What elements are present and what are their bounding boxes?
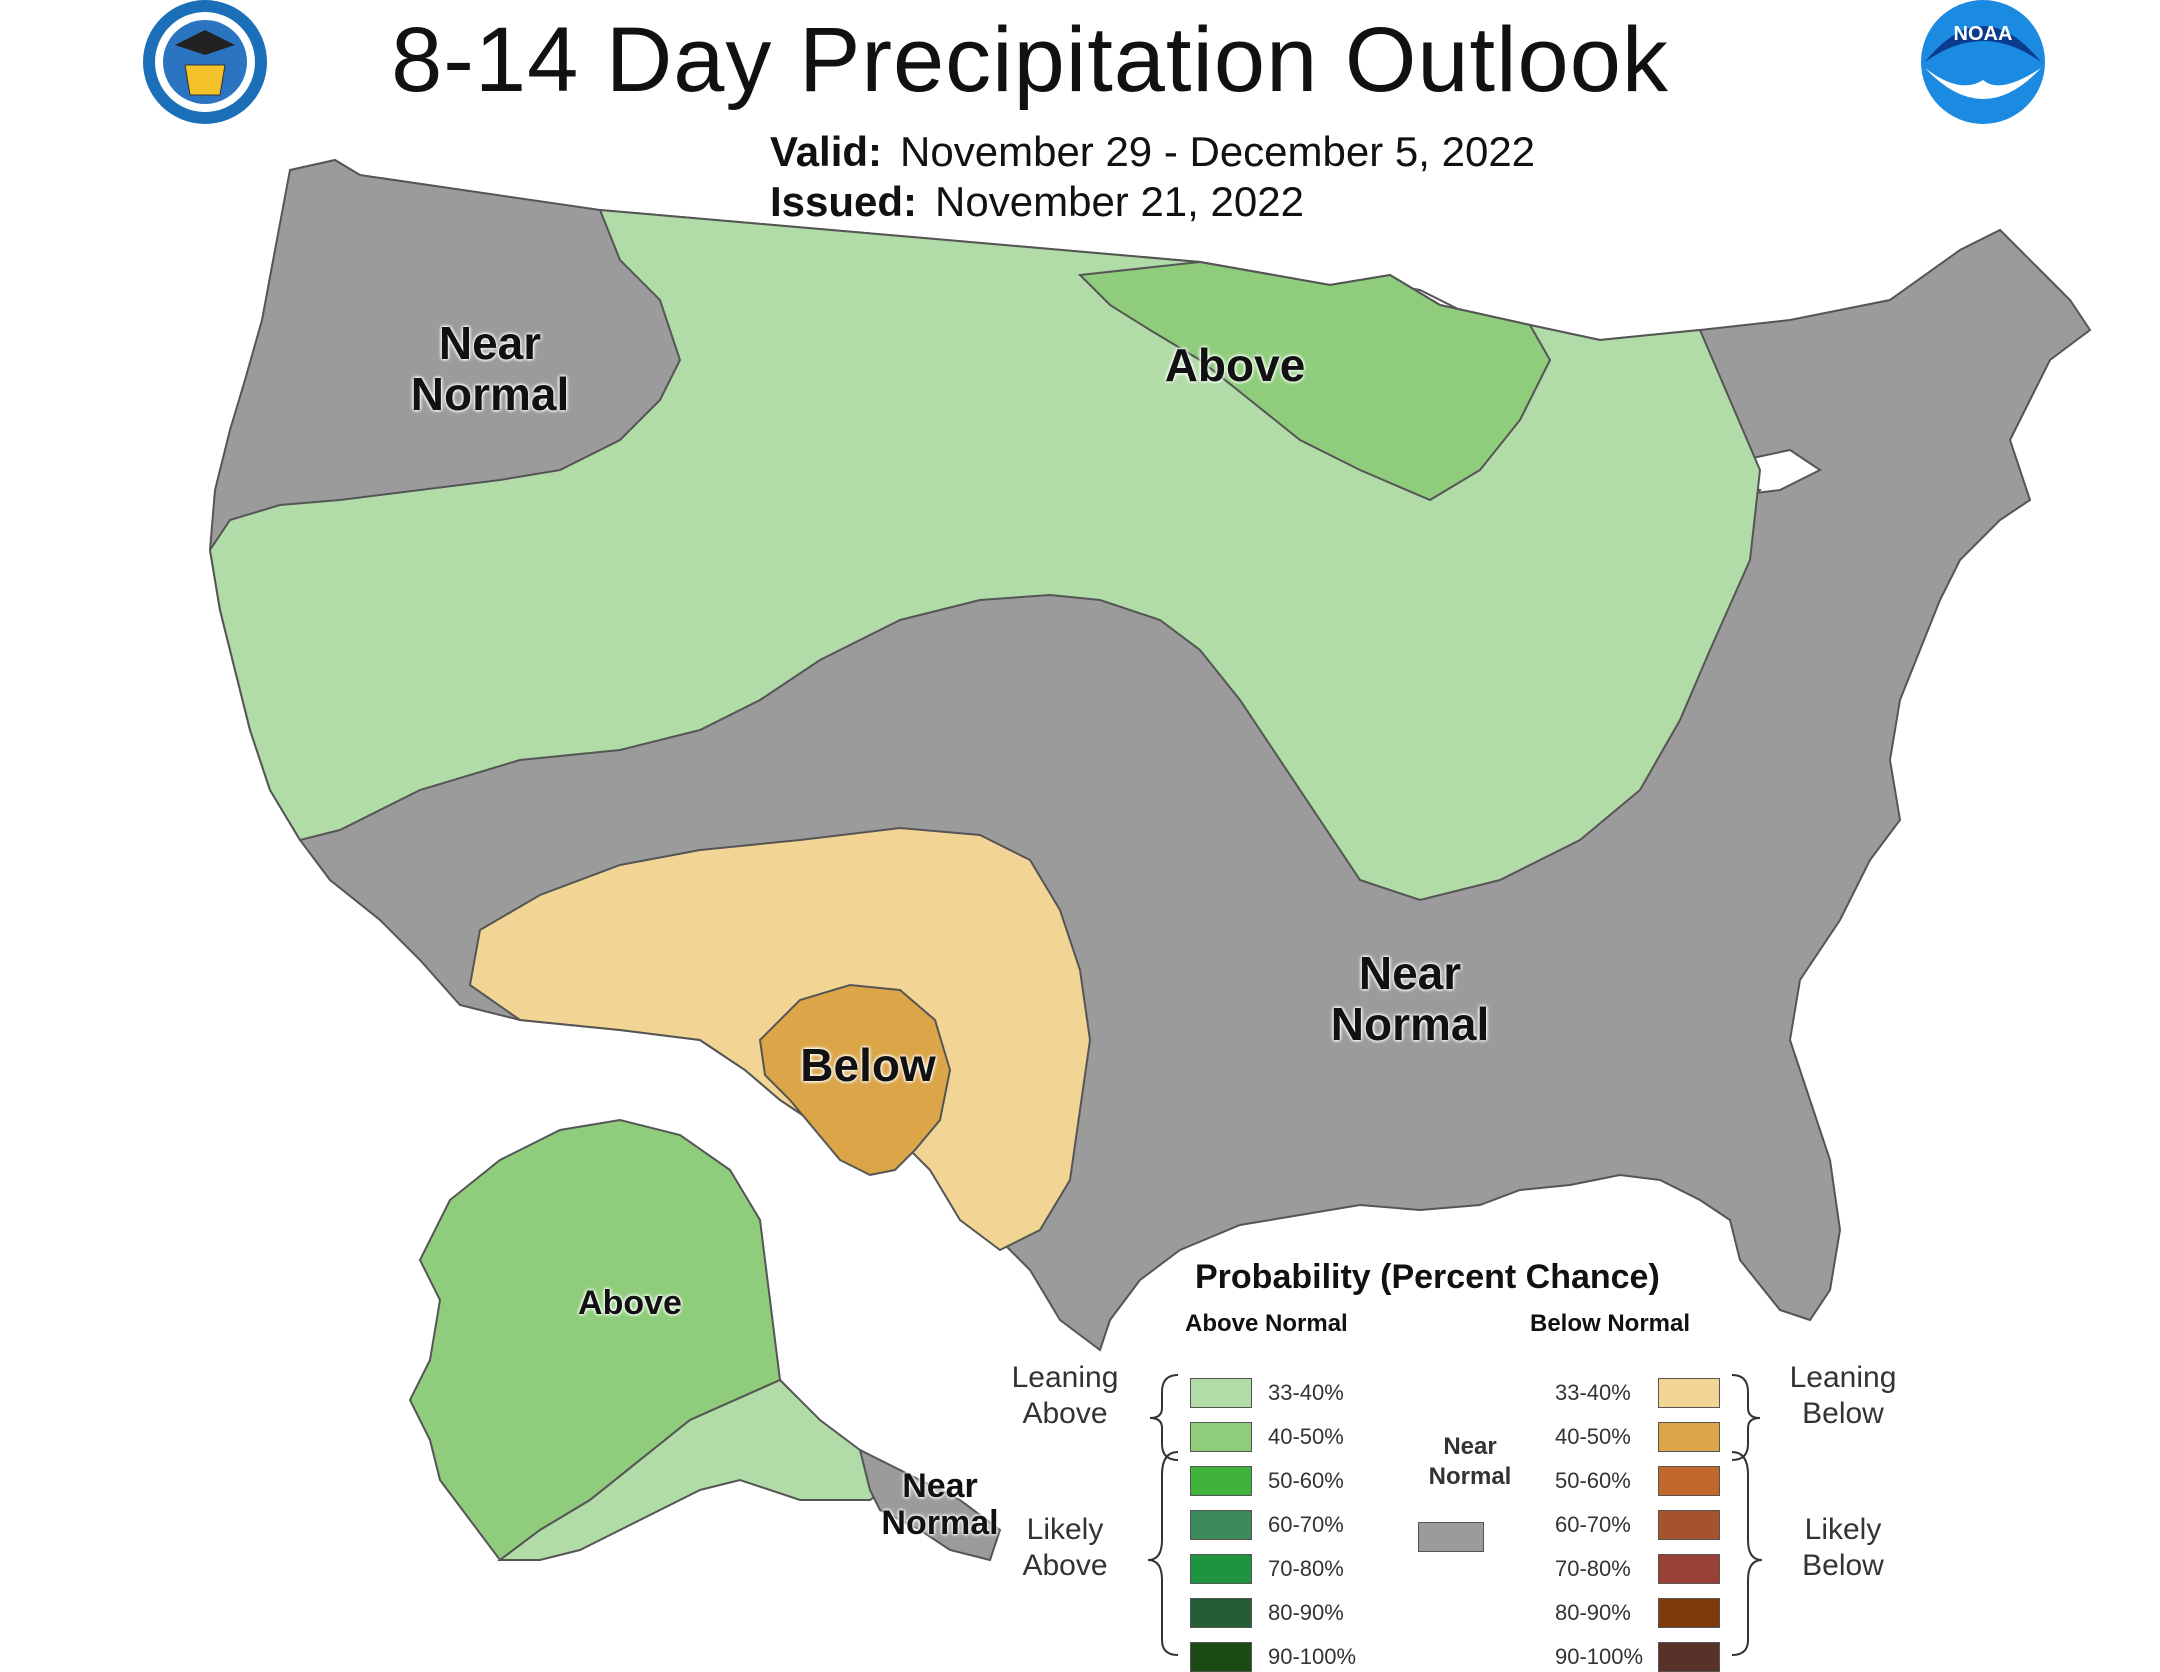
valid-value: November 29 - December 5, 2022 [900,128,1536,175]
legend-above-swatch-3 [1190,1510,1252,1540]
legend-title: Probability (Percent Chance) [1195,1258,1660,1296]
brace-leaning-below [1731,1374,1761,1461]
region-label-sw-below: Below [800,1039,936,1091]
svg-text:NOAA: NOAA [1954,23,2013,45]
legend-below-swatch-1 [1658,1422,1720,1452]
above-40-50-region [1077,260,1552,502]
page-title: 8-14 Day Precipitation Outlook [391,9,1669,111]
legend-above-header: Above Normal [1185,1310,1348,1337]
below-40-50-region [758,983,952,1177]
valid-line: Valid: November 29 - December 5, 2022 [770,128,1535,176]
issued-line: Issued: November 21, 2022 [770,178,1304,226]
legend-above-label-4: 70-80% [1268,1556,1344,1581]
valid-label: Valid: [770,128,883,175]
alaska-near-normal-region [858,1448,1002,1562]
legend-above-swatch-0 [1190,1378,1252,1408]
noaa-logo-icon: NOAA [1921,0,2045,124]
legend-near-normal-label: Near Normal [1428,1433,1512,1490]
commerce-seal-icon [143,0,267,124]
legend-below-swatch-5 [1658,1598,1720,1628]
legend-below-label-1: 40-50% [1555,1424,1631,1449]
issued-label: Issued: [770,178,918,225]
legend-below-label-5: 80-90% [1555,1600,1631,1625]
brace-likely-below [1731,1451,1763,1656]
legend-below-label-2: 50-60% [1555,1468,1631,1493]
legend-above-swatch-5 [1190,1598,1252,1628]
legend-above-swatch-2 [1190,1466,1252,1496]
legend-below-swatch-0 [1658,1378,1720,1408]
legend-below-header: Below Normal [1530,1310,1691,1337]
alaska-above-33-40-region [497,1378,902,1561]
legend-leaning-above: Leaning Above [1011,1361,1119,1430]
legend-below-swatch-4 [1658,1554,1720,1584]
region-label-mw-above: Above [1164,339,1306,391]
legend-below-swatch-3 [1658,1510,1720,1540]
legend-above-swatch-1 [1190,1422,1252,1452]
region-label-ak-above: Above [578,1284,682,1322]
legend-below-label-0: 33-40% [1555,1380,1631,1405]
legend-below-swatch-2 [1658,1466,1720,1496]
legend-near-normal-swatch [1418,1522,1484,1552]
legend-above-label-5: 80-90% [1268,1600,1344,1625]
legend-above-label-1: 40-50% [1268,1424,1344,1449]
legend-likely-below: Likely Below [1802,1513,1884,1582]
issued-value: November 21, 2022 [935,178,1304,225]
legend-below-label-3: 60-70% [1555,1512,1631,1537]
legend-above-label-3: 60-70% [1268,1512,1344,1537]
region-label-nw-near-normal: Near Normal [410,317,570,420]
brace-leaning-above [1149,1374,1179,1461]
legend-below-label-4: 70-80% [1555,1556,1631,1581]
legend-above-label-0: 33-40% [1268,1380,1344,1405]
brace-likely-above [1147,1451,1179,1656]
legend-likely-above: Likely Above [1022,1513,1108,1582]
legend-above-swatch-4 [1190,1554,1252,1584]
region-label-se-near-normal: Near Normal [1330,947,1490,1050]
legend-above-label-2: 50-60% [1268,1468,1344,1493]
region-label-ak-near-normal: Near Normal [881,1467,999,1543]
legend-leaning-below: Leaning Below [1789,1361,1897,1430]
